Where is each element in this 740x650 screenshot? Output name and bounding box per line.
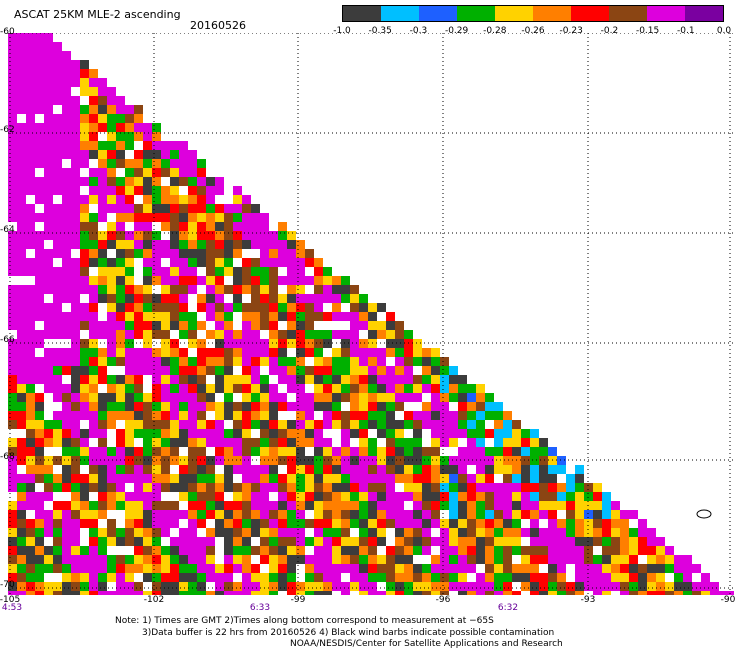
lon-label-102: -102 <box>143 595 165 605</box>
map-date: 20160526 <box>190 19 246 32</box>
footer-note-2: 3)Data buffer is 22 hrs from 20160526 4)… <box>142 628 555 638</box>
color-swatch <box>571 6 609 21</box>
color-scale-tick: -0.3 <box>409 26 428 36</box>
color-scale-tick: -0.35 <box>368 26 392 36</box>
time-label: 4:53 <box>1 603 23 613</box>
lat-label-60: -60 <box>0 27 15 37</box>
color-scale-tick: -1.0 <box>333 26 351 36</box>
color-scale-tick: -0.1 <box>677 26 695 36</box>
color-scale-tick: -0.23 <box>559 26 583 36</box>
color-scale-tick: -0.2 <box>600 26 619 36</box>
color-swatch <box>419 6 457 21</box>
color-scale-tick: -0.29 <box>444 26 469 36</box>
color-swatch <box>343 6 381 21</box>
footer-note-1: Note: 1) Times are GMT 2)Times along bot… <box>115 616 494 626</box>
lat-label-66: -66 <box>0 335 15 345</box>
color-scale-tick: 0.0 <box>716 26 732 36</box>
color-swatch <box>495 6 533 21</box>
color-swatch <box>609 6 647 21</box>
time-label: 6:32 <box>497 603 519 613</box>
lon-label-105: -105 <box>0 595 21 605</box>
color-swatch <box>457 6 495 21</box>
lat-label-68: -68 <box>0 452 15 462</box>
time-label: 6:33 <box>249 603 271 613</box>
color-scale-ticks: -1.0 -0.35 -0.3 -0.29 -0.28 -0.26 -0.23 -0.2 -0.… <box>325 26 735 38</box>
color-swatch <box>647 6 685 21</box>
data-grid-map <box>8 33 734 595</box>
lon-label-99: -99 <box>290 595 306 605</box>
island-outline <box>696 509 712 519</box>
lon-label-90: -90 <box>720 595 736 605</box>
color-scale-tick: -0.26 <box>521 26 545 36</box>
lon-label-96: -96 <box>435 595 451 605</box>
map-title: ASCAT 25KM MLE-2 ascending <box>14 8 181 21</box>
color-scale-bar <box>342 5 724 22</box>
color-scale-tick: -0.28 <box>483 26 507 36</box>
lat-label-62: -62 <box>0 125 15 135</box>
color-swatch <box>533 6 571 21</box>
footer-credit: NOAA/NESDIS/Center for Satellite Applica… <box>290 639 563 649</box>
color-swatch <box>381 6 419 21</box>
color-scale-tick: -0.15 <box>635 26 660 36</box>
lat-label-64: -64 <box>0 225 15 235</box>
lon-label-93: -93 <box>580 595 596 605</box>
lat-label-70: -70 <box>0 580 15 590</box>
color-swatch <box>685 6 723 21</box>
